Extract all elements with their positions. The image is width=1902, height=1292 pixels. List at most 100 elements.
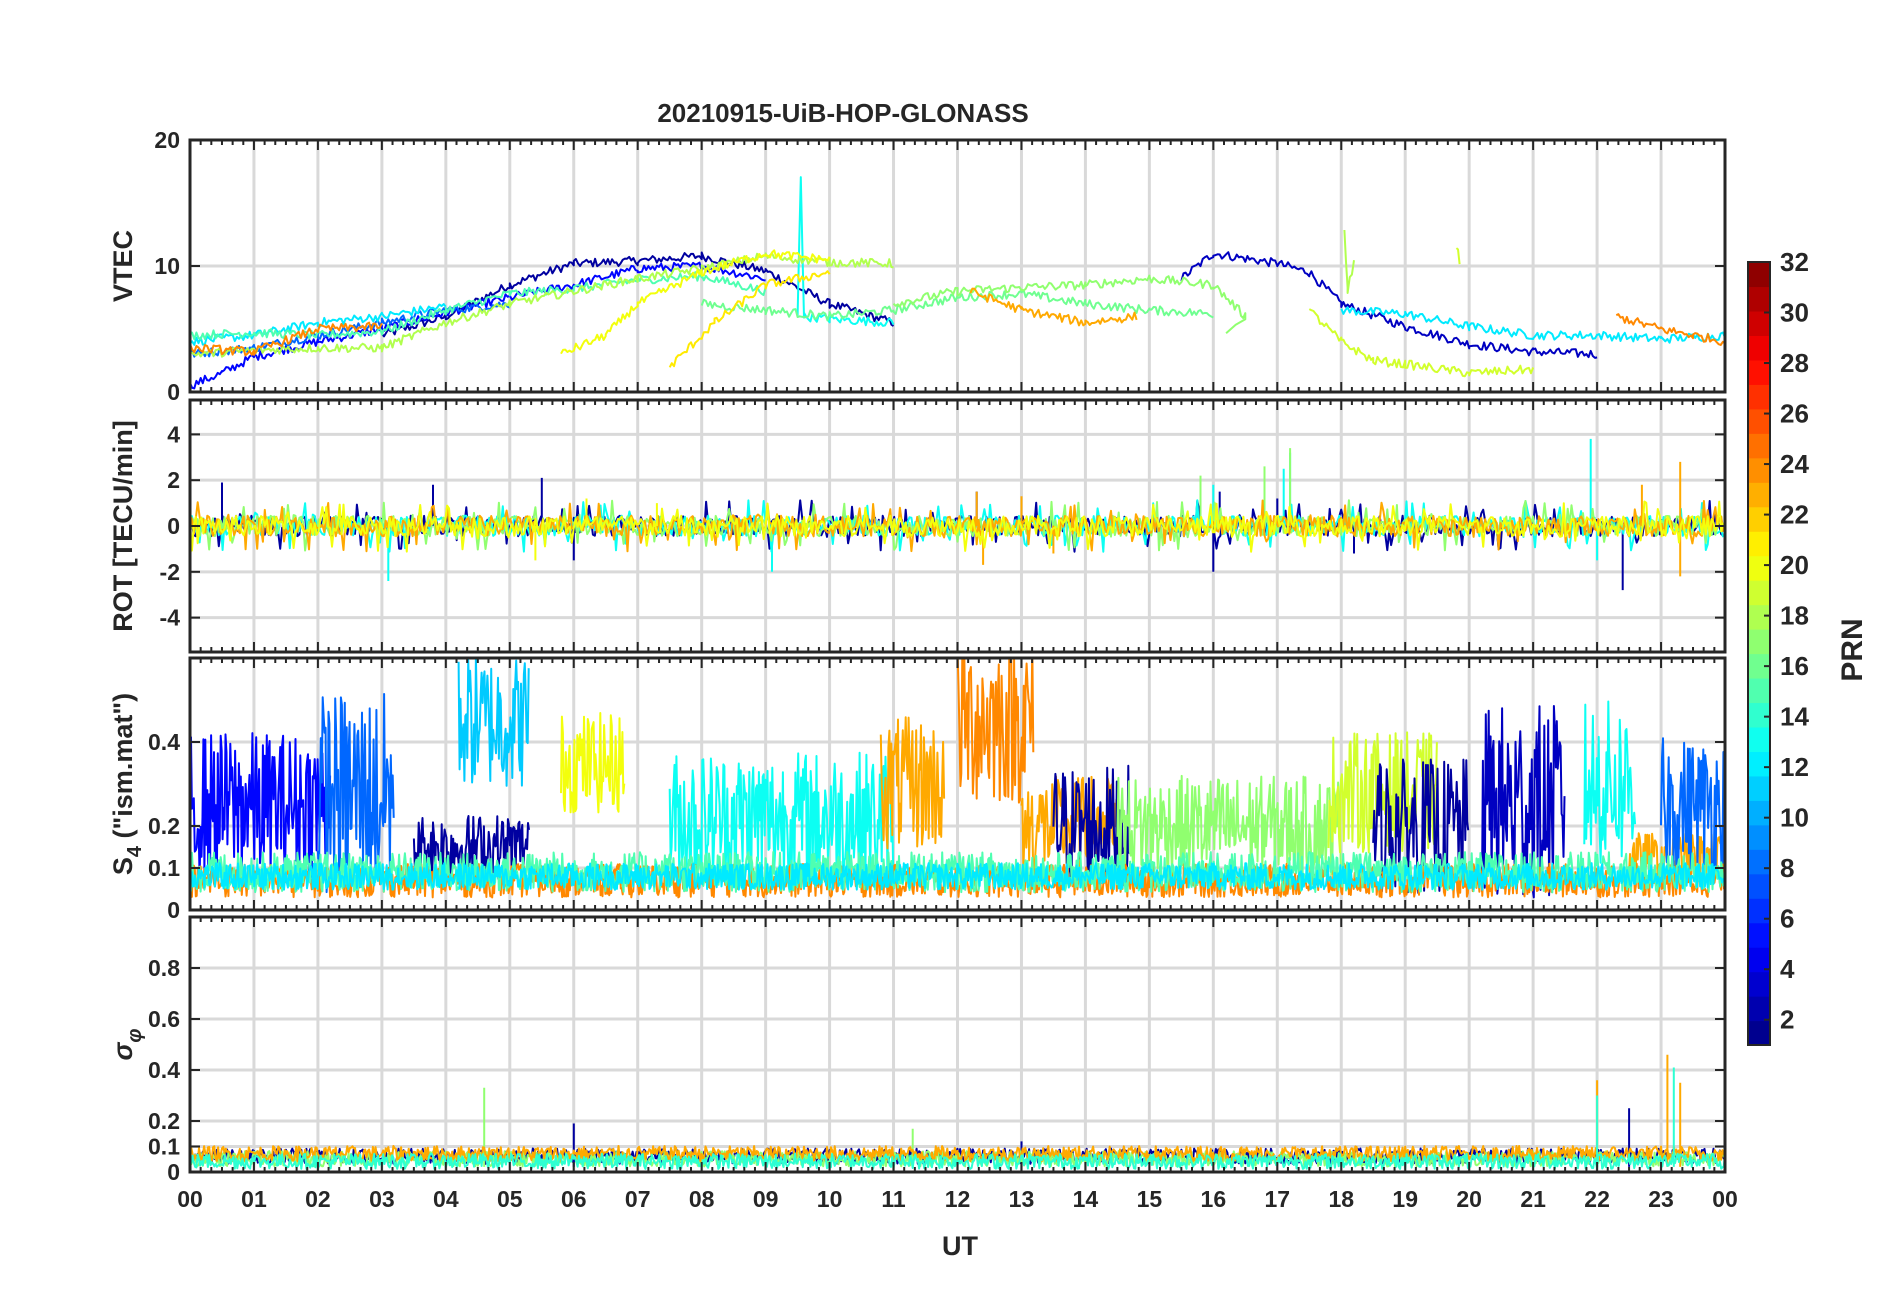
series-group [190, 658, 1725, 899]
colorbar-swatch [1748, 408, 1770, 434]
colorbar-tick-label: 24 [1780, 449, 1809, 479]
colorbar-swatch [1748, 677, 1770, 704]
colorbar-swatch [1748, 359, 1770, 385]
series-prn-16 [700, 289, 1214, 322]
colorbar-tick-label: 28 [1780, 348, 1809, 378]
series-prn-13 [668, 751, 895, 886]
series-prn-23 [879, 716, 946, 850]
series-prn-24 [956, 658, 1035, 804]
y-tick-label: 0.4 [148, 1057, 180, 1083]
series-prn-20 [560, 249, 831, 355]
x-tick-label: 23 [1648, 1186, 1674, 1212]
series-prn-2 [190, 1108, 1725, 1167]
series-prn-2 [1052, 764, 1131, 888]
y-tick-label: 0.2 [148, 813, 180, 839]
series-prn-17 [1116, 774, 1342, 878]
series-prn-19 [1327, 731, 1438, 854]
x-tick-label: 17 [1264, 1186, 1290, 1212]
y-axis-label: S4 ("ism.mat") [108, 693, 146, 875]
x-tick-label: 05 [497, 1186, 523, 1212]
colorbar-tick-label: 2 [1780, 1005, 1794, 1035]
colorbar-swatch [1748, 531, 1770, 557]
colorbar-label: PRN [1836, 618, 1869, 681]
series-prn-8 [316, 693, 395, 894]
x-tick-label: 13 [1009, 1186, 1035, 1212]
colorbar-swatch [1748, 1020, 1770, 1046]
x-tick-label: 11 [881, 1186, 906, 1212]
panel-s4: 0 0.1 0.2 0.4S4 ("ism.mat") [108, 656, 1727, 923]
colorbar-swatch [1748, 457, 1770, 483]
colorbar-tick-label: 26 [1780, 399, 1809, 429]
x-tick-label: 12 [945, 1186, 971, 1212]
series-group [190, 438, 1725, 591]
series-prn-23 [969, 287, 1138, 327]
y-tick-label: 0.6 [148, 1006, 180, 1032]
colorbar-frame [1747, 261, 1771, 1046]
colorbar-swatch [1748, 996, 1770, 1022]
x-tick-label: 03 [369, 1186, 395, 1212]
chart-title: 20210915-UiB-HOP-GLONASS [657, 98, 1028, 128]
x-tick-label: 06 [561, 1186, 587, 1212]
series-group [190, 1054, 1725, 1170]
colorbar-tick-label: 4 [1780, 954, 1795, 984]
series-prn-2 [412, 815, 530, 881]
series-prn-23 [190, 461, 1725, 577]
y-axis-label: σφ [108, 1029, 146, 1061]
y-tick-label: 0 [167, 513, 180, 539]
y-tick-label: -2 [160, 559, 180, 585]
y-axis-label: ROT [TECU/min] [108, 420, 138, 631]
x-tick-label: 00 [1712, 1186, 1738, 1212]
x-tick-label: 18 [1328, 1186, 1354, 1212]
colorbar-swatch [1748, 849, 1770, 875]
series-prn-18 [190, 252, 894, 358]
colorbar-swatch [1748, 555, 1770, 581]
y-tick-label: 0 [167, 1159, 180, 1185]
series-prn-3 [1180, 251, 1598, 359]
y-tick-label: -4 [160, 605, 181, 631]
panel-rot: -4 -2 0 2 4 ROT [TECU/min] [108, 398, 1727, 654]
colorbar-swatch [1748, 898, 1770, 924]
x-tick-label: 08 [689, 1186, 715, 1212]
series-prn-12 [1340, 306, 1725, 344]
colorbar-tick-label: 16 [1780, 651, 1809, 681]
colorbar-swatch [1748, 335, 1770, 361]
x-tick-label: 19 [1392, 1186, 1418, 1212]
colorbar-swatch [1748, 702, 1770, 728]
series-prn-3 [1481, 705, 1566, 899]
colorbar-swatch [1748, 262, 1770, 288]
colorbar-swatch [1748, 580, 1770, 606]
y-tick-label: 2 [167, 467, 180, 493]
colorbar-tick-label: 30 [1780, 298, 1809, 328]
colorbar-swatch [1748, 506, 1770, 532]
series-prn-12 [190, 862, 1725, 891]
colorbar-tick-label: 12 [1780, 752, 1809, 782]
colorbar-swatch [1748, 384, 1770, 410]
colorbar-tick-label: 10 [1780, 803, 1809, 833]
colorbar-swatch [1748, 971, 1770, 997]
series-prn-8 [190, 301, 511, 358]
series-prn-13 [1583, 700, 1637, 864]
colorbar-swatch [1748, 604, 1770, 630]
colorbar-swatch [1748, 800, 1770, 826]
x-axis-label: UT [942, 1231, 978, 1261]
colorbar-swatch [1748, 433, 1770, 459]
x-tick-label: 09 [753, 1186, 779, 1212]
x-tick-label: 02 [305, 1186, 331, 1212]
colorbar-tick-label: 32 [1780, 247, 1809, 277]
series-prn-21 [668, 270, 831, 368]
colorbar-tick-label: 6 [1780, 904, 1794, 934]
colorbar-swatch [1748, 775, 1770, 801]
colorbar-tick-label: 8 [1780, 853, 1794, 883]
colorbar-swatch [1748, 286, 1770, 312]
x-tick-label: 04 [433, 1186, 459, 1212]
series-prn-20 [560, 712, 626, 814]
series-group [190, 176, 1725, 390]
y-axis-label: VTEC [108, 230, 138, 302]
colorbar-swatch [1748, 873, 1770, 899]
y-tick-label: 0.1 [148, 1134, 180, 1160]
series-prn-12 [190, 303, 447, 346]
y-tick-label: 0.4 [148, 729, 180, 755]
y-tick-label: 20 [154, 127, 180, 153]
series-prn-19 [1455, 247, 1461, 265]
